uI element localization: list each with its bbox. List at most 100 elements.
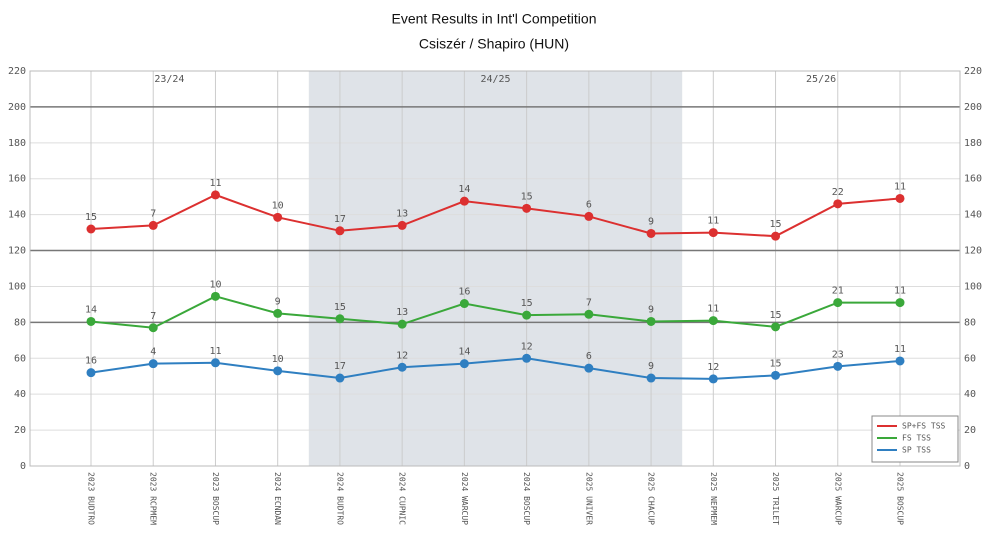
y-tick-label: 60 (14, 353, 26, 364)
point (335, 373, 345, 383)
rank-label: 14 (85, 304, 97, 315)
rank-label: 15 (770, 219, 782, 230)
point (459, 196, 469, 206)
point (210, 358, 220, 368)
chart-subtitle: Csiszér / Shapiro (HUN) (419, 36, 569, 52)
point (771, 231, 781, 241)
y-tick-label-right: 120 (964, 246, 982, 257)
rank-label: 15 (521, 191, 533, 202)
point (584, 211, 594, 221)
point (646, 373, 656, 383)
point (335, 314, 345, 324)
x-tick-label: 2023 BOSCUP (211, 472, 220, 525)
rank-label: 7 (150, 311, 156, 322)
rank-label: 17 (334, 214, 346, 225)
rank-label: 12 (707, 362, 719, 373)
point (459, 299, 469, 309)
point (148, 359, 158, 369)
rank-label: 10 (272, 354, 284, 365)
x-tick-label: 2023 BUDTRO (87, 472, 96, 525)
series-line (90, 295, 900, 329)
point (646, 316, 656, 326)
rank-label: 15 (770, 358, 782, 369)
point (833, 361, 843, 371)
rank-label: 11 (209, 178, 221, 189)
rank-label: 13 (396, 208, 408, 219)
rank-label: 11 (894, 181, 906, 192)
point (397, 319, 407, 329)
point (522, 310, 532, 320)
x-tick-label: 2025 NEPMEM (709, 472, 718, 525)
y-tick-label: 140 (8, 210, 26, 221)
rank-label: 15 (521, 298, 533, 309)
y-tick-label: 80 (14, 317, 26, 328)
rank-label: 15 (770, 310, 782, 321)
y-tick-label-right: 20 (964, 425, 976, 436)
rank-label: 6 (586, 199, 592, 210)
season-band (308, 71, 683, 466)
point (397, 220, 407, 230)
point (584, 363, 594, 373)
rank-label: 16 (85, 356, 97, 367)
rank-label: 11 (894, 344, 906, 355)
y-tick-label-right: 140 (964, 210, 982, 221)
rank-label: 15 (334, 302, 346, 313)
point (895, 298, 905, 308)
legend-label: SP TSS (902, 446, 931, 455)
x-tick-label: 2023 RCPMEM (149, 472, 158, 525)
point (895, 193, 905, 203)
rank-label: 10 (209, 279, 221, 290)
legend-label: FS TSS (902, 434, 931, 443)
rank-label: 11 (894, 286, 906, 297)
x-tick-label: 2025 BOSCUP (896, 472, 905, 525)
y-tick-label: 160 (8, 174, 26, 185)
rank-label: 17 (334, 361, 346, 372)
rank-label: 9 (648, 304, 654, 315)
series-line (90, 193, 901, 238)
legend-label: SP+FS TSS (902, 422, 946, 431)
rank-label: 11 (209, 346, 221, 357)
point (522, 203, 532, 213)
rank-label: 9 (648, 216, 654, 227)
point (771, 370, 781, 380)
season-label: 25/26 (806, 74, 836, 85)
rank-label: 21 (832, 286, 844, 297)
y-tick-label-right: 200 (964, 102, 982, 113)
y-tick-label: 120 (8, 246, 26, 257)
y-tick-label: 20 (14, 425, 26, 436)
point (833, 298, 843, 308)
y-tick-label: 0 (20, 461, 26, 472)
rank-label: 6 (586, 351, 592, 362)
rank-label: 13 (396, 307, 408, 318)
point (273, 212, 283, 222)
rank-label: 15 (85, 212, 97, 223)
rank-label: 12 (521, 341, 533, 352)
point (86, 368, 96, 378)
point (148, 220, 158, 230)
point (459, 359, 469, 369)
rank-label: 11 (707, 216, 719, 227)
x-tick-label: 2024 BUDTRO (335, 472, 344, 525)
y-tick-label-right: 100 (964, 281, 982, 292)
point (646, 228, 656, 238)
x-tick-label: 2025 TRILET (771, 472, 780, 525)
rank-label: 14 (458, 347, 470, 358)
point (833, 199, 843, 209)
point (708, 316, 718, 326)
point (895, 356, 905, 366)
y-tick-label: 100 (8, 281, 26, 292)
rank-label: 10 (272, 200, 284, 211)
point (210, 291, 220, 301)
x-tick-label: 2025 UNIVER (584, 472, 593, 525)
y-tick-label-right: 220 (964, 66, 982, 77)
y-tick-label-right: 160 (964, 174, 982, 185)
rank-label: 14 (458, 184, 470, 195)
rank-label: 22 (832, 187, 844, 198)
point (584, 309, 594, 319)
rank-label: 9 (648, 361, 654, 372)
y-tick-label-right: 40 (964, 389, 976, 400)
rank-label: 12 (396, 350, 408, 361)
y-tick-label: 220 (8, 66, 26, 77)
point (273, 308, 283, 318)
point (335, 226, 345, 236)
